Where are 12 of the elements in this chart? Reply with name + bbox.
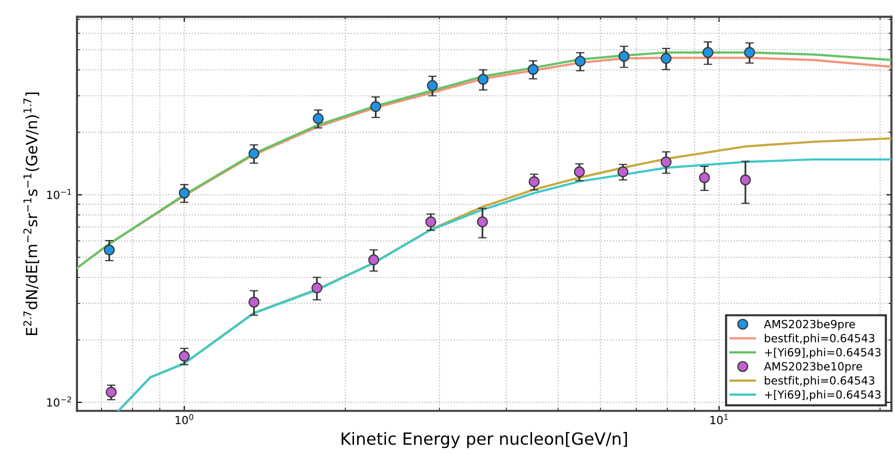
legend-label: +[Yi69],phi=0.64543 [765, 348, 881, 359]
legend-label: +[Yi69],phi=0.64543 [765, 390, 881, 401]
text: E$^{2.7}$dN/dE[m$^{−2}$sr$^{−1}$s$^{−1}$(GeV/n)$^{1.7}$] [23, 92, 40, 335]
legend-label: AMS2023be10pre [764, 362, 862, 373]
y-tick-label: 10$^{−2}$ [47, 396, 71, 407]
x-tick-label: 10$^{1}$ [710, 414, 728, 424]
legend-label: AMS2023be9pre [764, 320, 855, 330]
x-tick-label: 10$^{0}$ [176, 414, 194, 424]
legend-label: bestfit,phi=0.64543 [764, 334, 874, 345]
x-axis-title: Kinetic Energy per nucleon[GeV/n] [342, 432, 627, 448]
legend-label: bestfit,phi=0.64543 [764, 376, 874, 387]
y-tick-label: 10$^{−1}$ [47, 189, 71, 200]
